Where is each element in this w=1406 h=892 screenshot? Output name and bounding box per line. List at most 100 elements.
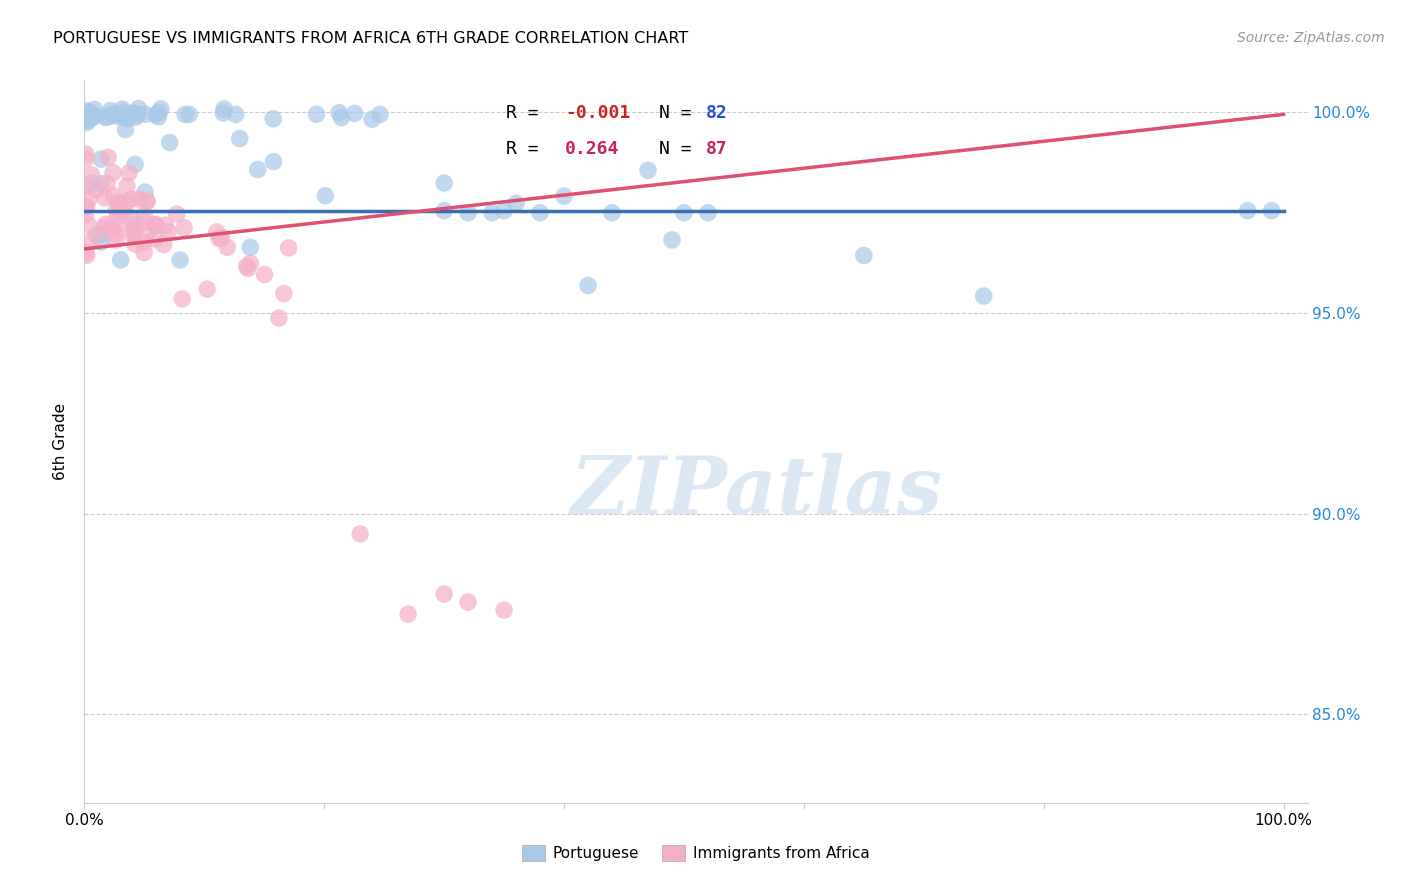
Point — [576, 278, 599, 293]
Point — [94, 191, 117, 205]
Point — [305, 107, 328, 121]
Point — [108, 217, 131, 231]
Point — [108, 195, 131, 210]
Point — [136, 194, 159, 209]
Point — [457, 595, 479, 609]
Point — [273, 286, 295, 301]
Text: N =: N = — [659, 140, 692, 158]
Point — [143, 232, 166, 246]
Point — [143, 218, 166, 232]
Point — [349, 526, 371, 541]
Point — [328, 105, 350, 120]
Point — [134, 215, 156, 229]
Point — [117, 110, 139, 124]
Point — [132, 245, 155, 260]
Point — [172, 292, 194, 306]
Point — [84, 108, 107, 122]
Point — [145, 108, 167, 122]
Legend: Portuguese, Immigrants from Africa: Portuguese, Immigrants from Africa — [516, 839, 876, 867]
Point — [107, 195, 129, 210]
Point — [114, 122, 136, 136]
Point — [481, 206, 503, 220]
Text: 87: 87 — [706, 140, 727, 158]
Point — [228, 131, 250, 145]
Point — [94, 217, 117, 231]
Point — [127, 107, 149, 121]
Point — [122, 106, 145, 120]
Point — [110, 206, 132, 220]
Point — [267, 311, 290, 326]
Point — [76, 110, 98, 124]
Point — [115, 179, 138, 194]
Point — [330, 111, 353, 125]
Point — [263, 154, 285, 169]
Point — [212, 102, 235, 116]
Point — [600, 206, 623, 220]
Point — [661, 233, 683, 247]
Point — [118, 166, 141, 180]
Point — [75, 103, 97, 118]
Point — [76, 109, 98, 123]
Point — [76, 115, 98, 129]
Point — [103, 188, 125, 202]
Point — [152, 237, 174, 252]
Point — [76, 113, 98, 128]
Text: -0.001: -0.001 — [565, 103, 630, 122]
Point — [101, 166, 124, 180]
Point — [79, 191, 101, 205]
Text: R =: R = — [506, 140, 538, 158]
Point — [277, 241, 299, 255]
Text: PORTUGUESE VS IMMIGRANTS FROM AFRICA 6TH GRADE CORRELATION CHART: PORTUGUESE VS IMMIGRANTS FROM AFRICA 6TH… — [53, 31, 689, 46]
Point — [157, 225, 180, 239]
Point — [79, 105, 101, 120]
Point — [148, 105, 170, 120]
Point — [155, 218, 177, 232]
Point — [159, 136, 181, 150]
Point — [79, 235, 101, 250]
Point — [114, 206, 136, 220]
Point — [75, 147, 97, 161]
Point — [75, 152, 97, 166]
Point — [179, 107, 201, 121]
Point — [212, 106, 235, 120]
Point — [77, 218, 100, 232]
Point — [217, 240, 239, 254]
Point — [125, 218, 148, 232]
Point — [75, 245, 97, 260]
Point — [82, 110, 104, 124]
Point — [105, 109, 128, 123]
Point — [396, 607, 419, 622]
Point — [239, 256, 262, 270]
Point — [205, 225, 228, 239]
Point — [361, 112, 384, 127]
Point — [672, 206, 695, 220]
Point — [76, 248, 98, 262]
Point — [314, 188, 336, 202]
Point — [98, 103, 121, 118]
Point — [75, 200, 97, 214]
Point — [111, 110, 134, 124]
Point — [236, 261, 259, 276]
Point — [120, 211, 142, 225]
Point — [148, 110, 170, 124]
Point — [173, 220, 195, 235]
Point — [77, 107, 100, 121]
Point — [433, 587, 456, 601]
Point — [494, 603, 516, 617]
Point — [211, 231, 233, 245]
Point — [108, 196, 131, 211]
Point — [90, 177, 112, 191]
Text: R =: R = — [506, 103, 538, 122]
Point — [114, 111, 136, 125]
Point — [110, 252, 132, 267]
Point — [973, 289, 995, 303]
Point — [124, 157, 146, 171]
Point — [105, 210, 128, 224]
Point — [86, 183, 108, 197]
Point — [134, 185, 156, 199]
Text: ZIPatlas: ZIPatlas — [571, 453, 943, 531]
Point — [135, 194, 157, 208]
Text: N =: N = — [659, 103, 692, 122]
Point — [246, 162, 269, 177]
Point — [433, 203, 456, 218]
